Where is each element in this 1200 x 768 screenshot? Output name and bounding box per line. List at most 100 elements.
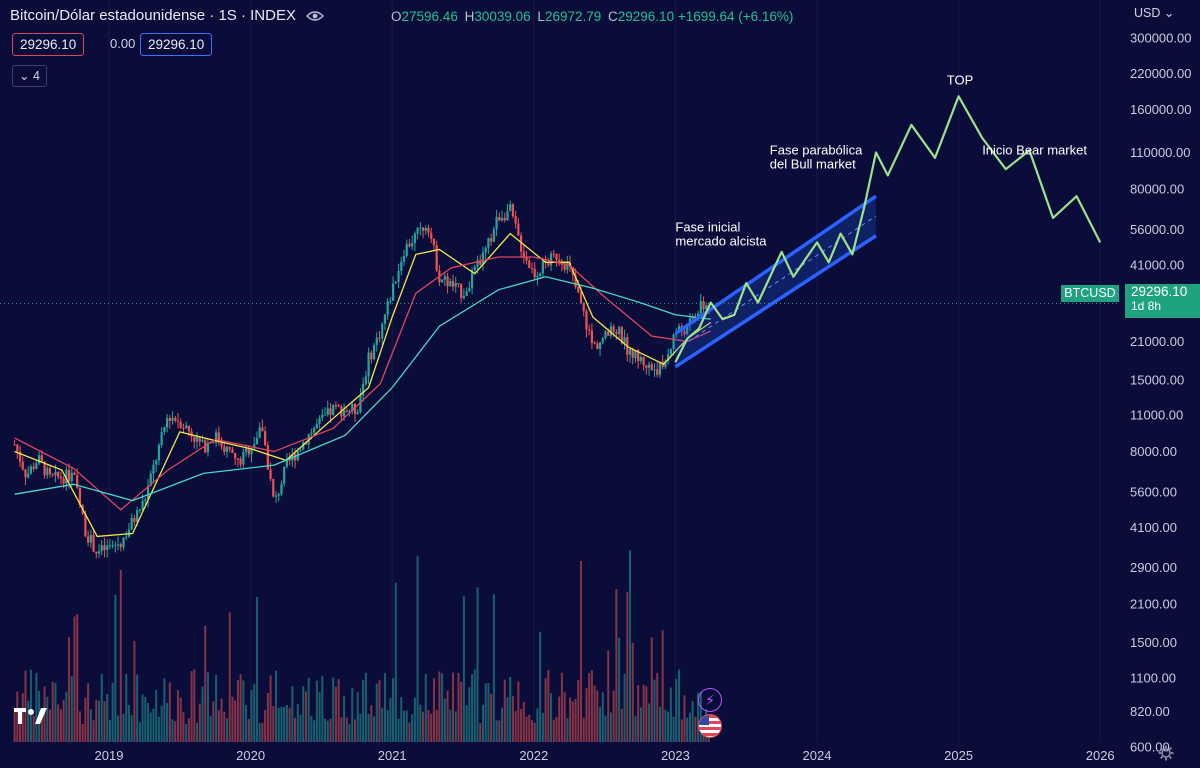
bar-countdown: 1d 8h	[1131, 299, 1162, 313]
x-tick-label: 2026	[1086, 748, 1115, 763]
candle-body	[149, 473, 152, 486]
symbol-price-tag: BTCUSD	[1061, 285, 1119, 302]
channel-lower-line	[674, 234, 877, 369]
eye-icon[interactable]	[306, 9, 325, 26]
volume-bar	[204, 625, 207, 742]
volume-bar	[411, 714, 414, 742]
candle-body	[620, 327, 623, 344]
candle-body	[215, 432, 218, 443]
volume-bar	[487, 683, 490, 742]
symbol-header[interactable]: Bitcoin/Dólar estadounidense · 1S · INDE…	[10, 7, 332, 26]
volume-bar	[212, 701, 215, 742]
indicators-toggle[interactable]: ⌄ 4	[12, 65, 47, 87]
gear-icon[interactable]	[1158, 745, 1174, 766]
volume-bar	[334, 686, 337, 742]
volume-bar	[656, 672, 659, 742]
volume-bar	[166, 702, 169, 742]
annotation-line: Inicio Bear market	[982, 143, 1087, 158]
candle-body	[46, 468, 49, 476]
volume-bar	[356, 692, 359, 742]
currency-selector[interactable]: USD ⌄	[1134, 5, 1174, 20]
moving-averages	[14, 232, 712, 538]
volume-bar	[59, 709, 62, 742]
candle-body	[394, 281, 397, 284]
candles	[13, 200, 711, 559]
x-tick-label: 2020	[236, 748, 265, 763]
candle-body	[266, 445, 269, 470]
ohlc-high: 30039.06	[474, 9, 531, 24]
y-tick-label: 4100.00	[1130, 520, 1177, 535]
volume-bar	[555, 716, 558, 742]
candle-body	[92, 534, 95, 552]
volume-bar	[511, 695, 514, 742]
volume-bar	[46, 696, 49, 742]
y-tick-label: 2900.00	[1130, 560, 1177, 575]
candle-body	[111, 545, 114, 547]
volume-bar	[27, 700, 30, 742]
volume-bar	[498, 720, 501, 742]
x-tick-label: 2024	[803, 748, 832, 763]
annotation-line: TOP	[947, 72, 974, 87]
lightning-icon[interactable]: ⚡	[698, 688, 722, 712]
candle-body	[32, 466, 35, 469]
candle-body	[454, 283, 457, 287]
volume-bar	[479, 723, 482, 742]
volume-bar	[174, 721, 177, 742]
candle-body	[446, 276, 449, 287]
volume-bar	[310, 715, 313, 742]
candle-body	[372, 345, 376, 360]
volume-bar	[261, 722, 264, 742]
volume-bar	[367, 713, 370, 742]
sell-price-box[interactable]: 29296.10	[12, 33, 85, 56]
volume-bar	[525, 716, 528, 742]
volume-bar	[400, 697, 403, 742]
y-tick-label: 2100.00	[1130, 597, 1177, 612]
candle-body	[155, 460, 158, 465]
us-flag-icon[interactable]	[698, 714, 722, 738]
candle-body	[285, 458, 289, 467]
volume-bar	[98, 700, 101, 742]
candle-body	[223, 446, 226, 452]
volume-bar	[182, 712, 185, 742]
candle-body	[402, 255, 406, 262]
volume-bar	[43, 686, 46, 742]
candle-body	[171, 417, 174, 421]
tradingview-logo-icon[interactable]	[14, 706, 48, 731]
candle-body	[21, 461, 24, 470]
candle-body	[443, 276, 446, 280]
candle-body	[702, 301, 705, 310]
volume-bar	[78, 711, 81, 742]
y-tick-label: 1500.00	[1130, 635, 1177, 650]
annotation-line: del Bull market	[770, 157, 856, 172]
candle-body	[647, 364, 651, 368]
y-tick-label: 80000.00	[1130, 181, 1184, 196]
candle-body	[244, 448, 248, 452]
candle-body	[541, 261, 544, 274]
volume-bar	[258, 723, 261, 742]
volume-bar	[405, 710, 408, 742]
symbol-title[interactable]: Bitcoin/Dólar estadounidense · 1S · INDE…	[10, 7, 296, 24]
volume-bar	[111, 682, 114, 742]
volume-bar	[40, 711, 43, 742]
volume-bar	[179, 697, 182, 742]
candle-body	[144, 499, 147, 501]
candle-body	[127, 529, 131, 537]
buy-price-box[interactable]: 29296.10	[140, 33, 213, 56]
volume-bar	[481, 704, 484, 742]
candle-body	[386, 301, 389, 315]
volume-bar	[389, 698, 392, 742]
y-tick-label: 600.00	[1130, 740, 1170, 755]
ohlc-low: 26972.79	[544, 9, 602, 24]
candle-body	[299, 449, 302, 451]
y-tick-label: 5600.00	[1130, 485, 1177, 500]
volume-bar	[596, 690, 599, 742]
candle-body	[664, 361, 667, 367]
volume-bar	[672, 716, 675, 742]
candle-body	[378, 337, 381, 339]
candle-body	[397, 270, 400, 282]
candle-body	[125, 536, 128, 538]
volume-bar	[313, 720, 316, 742]
candle-body	[460, 283, 463, 299]
volume-bar	[318, 692, 321, 742]
